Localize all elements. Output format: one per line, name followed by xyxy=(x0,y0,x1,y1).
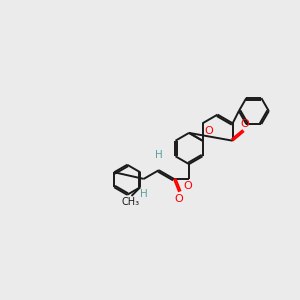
Text: O: O xyxy=(183,181,192,191)
Text: CH₃: CH₃ xyxy=(122,197,140,207)
Text: O: O xyxy=(240,119,249,129)
Text: H: H xyxy=(155,150,163,160)
Text: O: O xyxy=(175,194,184,204)
Text: H: H xyxy=(140,189,148,199)
Text: O: O xyxy=(205,126,213,136)
